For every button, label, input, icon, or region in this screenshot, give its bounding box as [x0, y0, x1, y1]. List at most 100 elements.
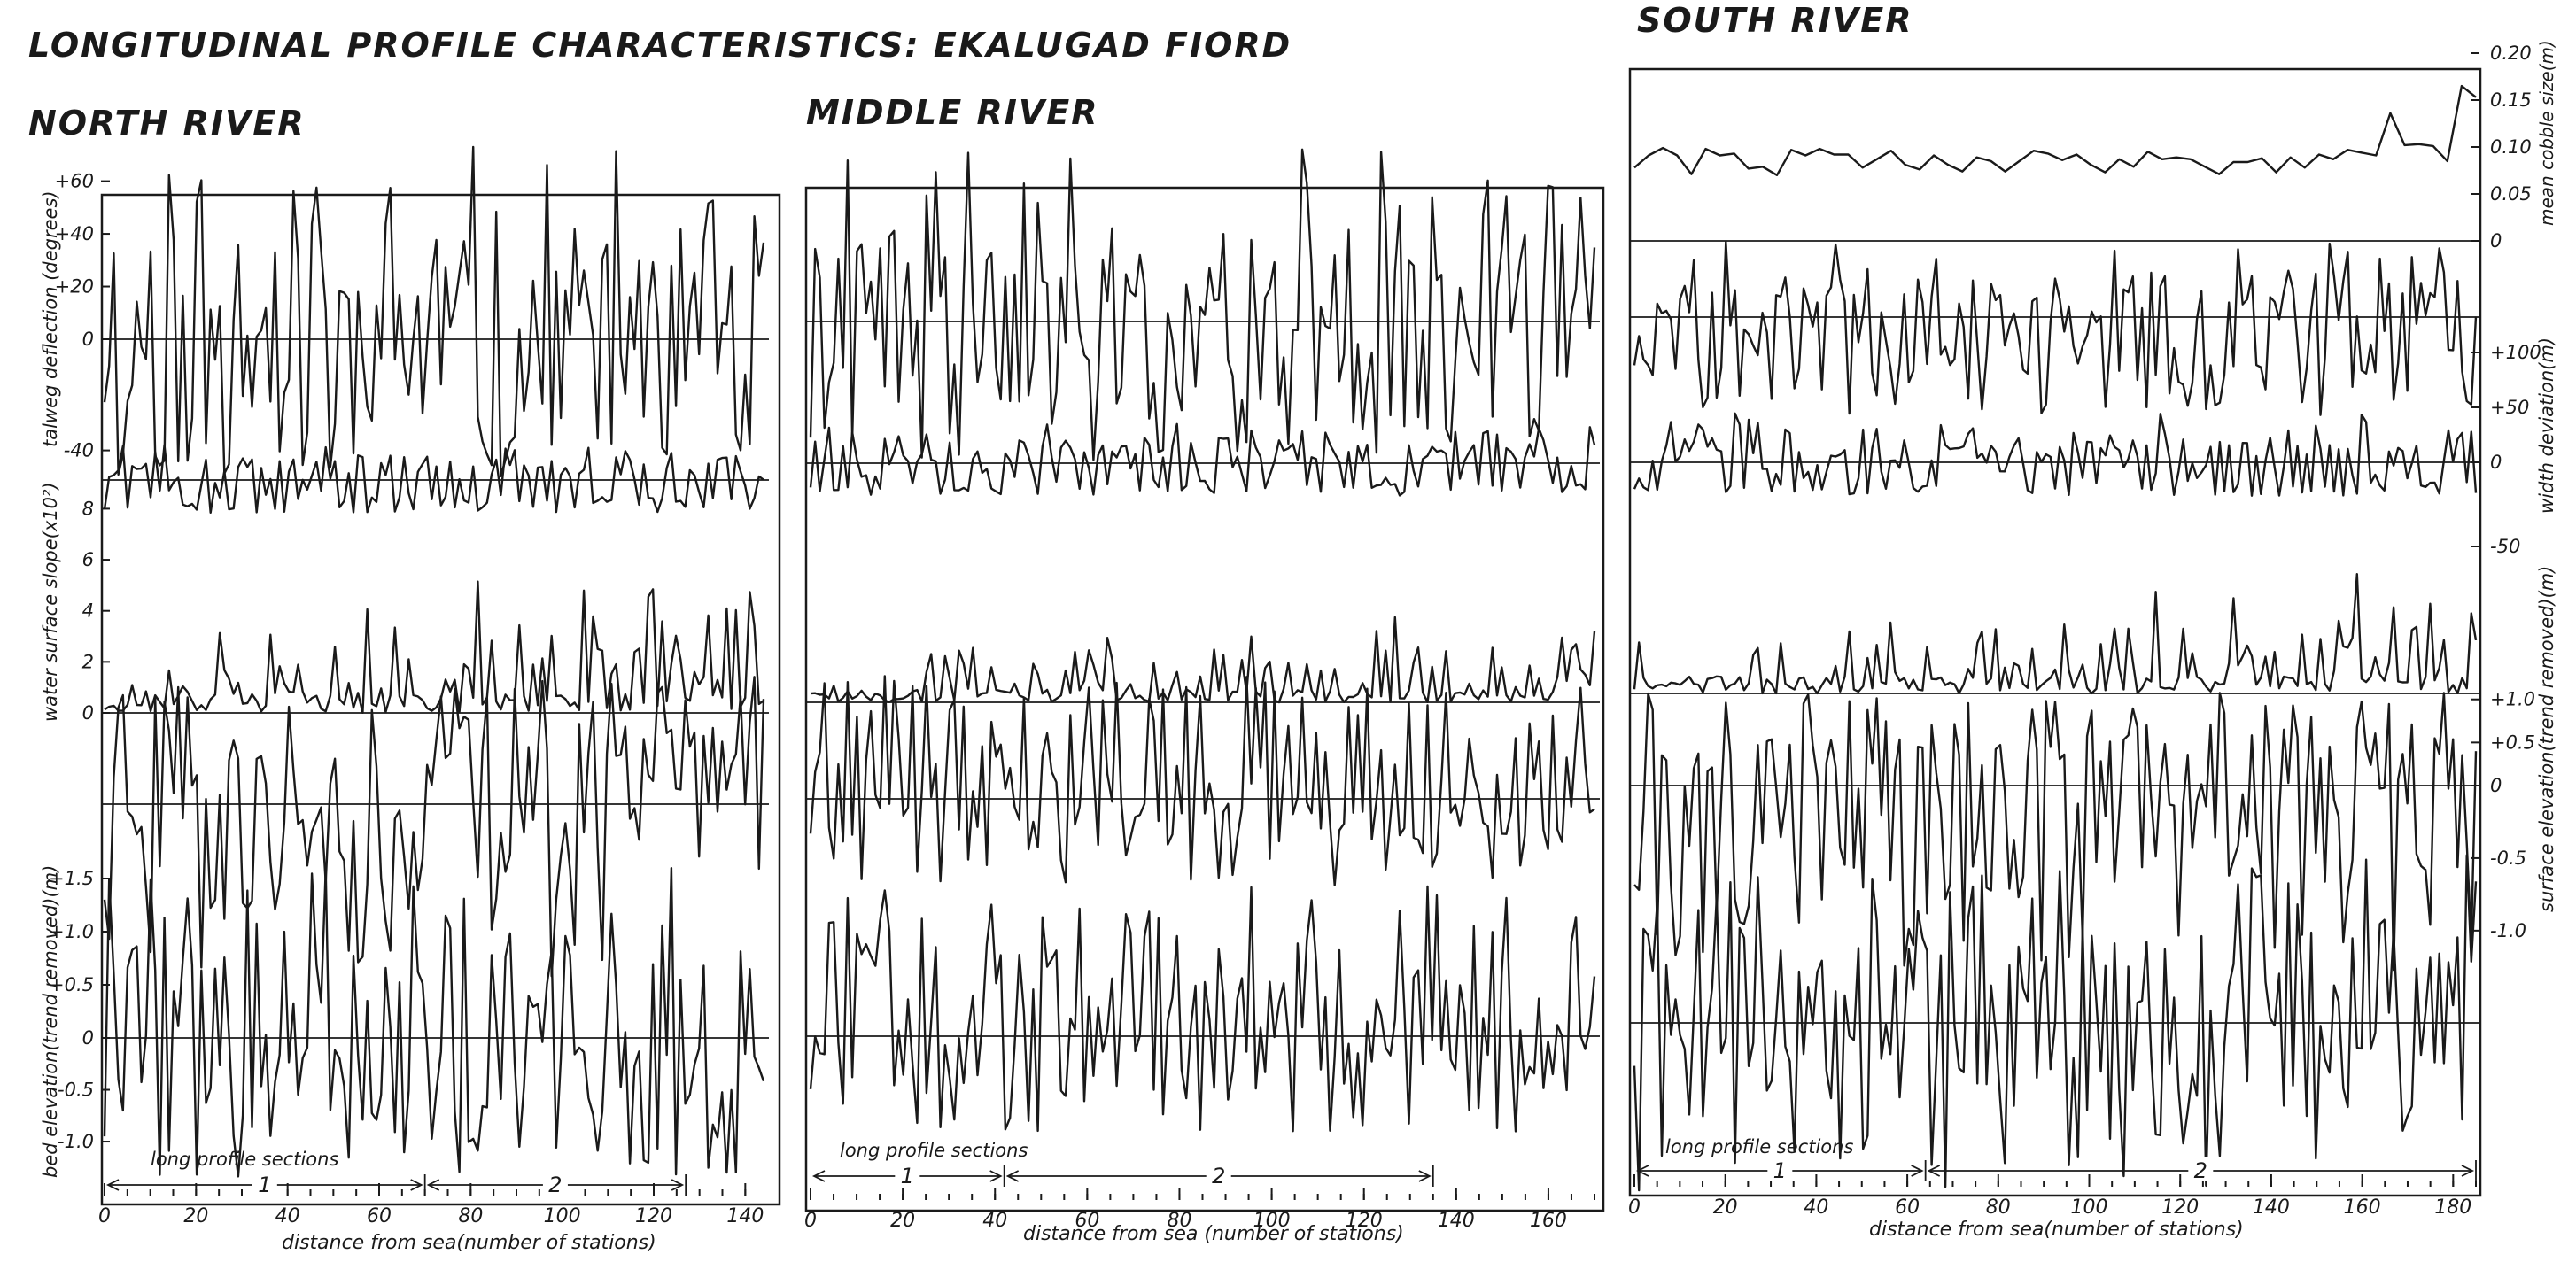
north-sections-label: long profile sections [151, 1149, 338, 1170]
south-xtick-label: 20 [1713, 1196, 1738, 1219]
middle-section-2-label: 2 [1212, 1164, 1225, 1188]
middle-xlabel: distance from sea (number of stations) [1023, 1223, 1404, 1245]
north-xtick-label: 60 [367, 1205, 392, 1227]
north-xtick-label: 20 [183, 1205, 208, 1227]
north-talweg-series [103, 145, 765, 477]
north-xtick-label: 100 [544, 1205, 581, 1227]
south-surface-ytick-label: -0.5 [2490, 848, 2526, 869]
south-xtick-label: 40 [1804, 1196, 1828, 1219]
south-ylabel-width: width deviation(m) [2536, 337, 2557, 514]
middle-section-1-arrow-left [811, 1170, 826, 1182]
south-section-1-label: 1 [1773, 1158, 1787, 1183]
north-talweg-ytick-label: -40 [64, 440, 94, 461]
south-cobble-series [1633, 84, 2477, 176]
middle-section-2-arrow-left [1005, 1170, 1020, 1182]
middle-panel: 0 20 40 60 80 100 120 140 160 1 2 [804, 148, 1605, 1232]
middle-surface-series [809, 675, 1595, 886]
north-talweg-ytick-label: +40 [55, 223, 94, 244]
north-section-1-arrow-left [105, 1179, 120, 1191]
north-talweg-ytick-label: +60 [55, 171, 94, 192]
north-xtick-label: 40 [275, 1205, 300, 1227]
middle-slope-series [810, 616, 1596, 704]
south-xtick-label: 60 [1895, 1196, 1920, 1219]
south-xtick-label: 80 [1986, 1196, 2011, 1219]
middle-xtick-label: 140 [1438, 1210, 1475, 1232]
north-xtick-label: 120 [635, 1205, 672, 1227]
south-width-series [1633, 412, 2478, 497]
south-cobble-ytick-label: 0.20 [2490, 43, 2532, 64]
south-surface-ytick-label: +1.0 [2490, 689, 2535, 710]
north-section-2-arrow-left [426, 1179, 440, 1191]
south-xtick-label: 0 [1628, 1196, 1641, 1219]
south-surface-ytick-label: -1.0 [2490, 920, 2526, 941]
north-talweg-ytick-label: 0 [82, 329, 94, 350]
south-xtick-label: 160 [2344, 1196, 2381, 1219]
north-section-2-label: 2 [548, 1173, 562, 1197]
south-ylabel-cobble: mean cobble size(m) [2536, 40, 2557, 226]
south-surface-ytick-label: +0.5 [2490, 732, 2535, 753]
middle-title: MIDDLE RIVER [806, 93, 1098, 132]
north-ylabel-talweg: talweg deflection (degrees) [40, 190, 61, 447]
middle-xtick-label: 160 [1530, 1210, 1567, 1232]
south-section-2-label: 2 [2194, 1158, 2207, 1183]
middle-sections-label: long profile sections [840, 1140, 1028, 1161]
north-section-2-label-bg [542, 1171, 568, 1196]
middle-xtick-label: 60 [1075, 1210, 1099, 1232]
south-xlabel: distance from sea(number of stations) [1869, 1219, 2244, 1241]
middle-section-2-arrow-right [1418, 1170, 1432, 1182]
middle-xtick-label: 0 [804, 1210, 817, 1232]
south-surface-ytick-label: 0 [2490, 775, 2502, 796]
north-width-series [103, 444, 764, 514]
south-cobble-ytick-label: 0 [2490, 230, 2502, 252]
north-panel: 0 20 40 60 80 100 120 140 +60+40+200-4086420+1.… [49, 145, 781, 1227]
south-ylabel-surface: surface elevation(trend removed)(m) [2536, 566, 2557, 912]
north-slope-series [104, 580, 764, 714]
north-frame [100, 193, 781, 1206]
north-ylabel-slope: water surface slope(x10²) [40, 482, 61, 722]
north-bed-ytick-label: -0.5 [58, 1080, 94, 1101]
north-section-1-label-bg [252, 1171, 277, 1196]
south-xtick-label: 100 [2071, 1196, 2108, 1219]
south-section-2-arrow-right [2461, 1165, 2475, 1177]
north-slope-ytick-label: 8 [82, 498, 94, 519]
middle-bed-series [809, 885, 1596, 1133]
south-surface-series [1633, 692, 2478, 972]
south-section-2-arrow-left [1927, 1165, 1941, 1177]
south-section-1-arrow-left [1635, 1165, 1649, 1177]
south-cobble-ytick-label: 0.05 [2490, 183, 2532, 205]
north-ylabel-bed: bed elevation(trend removed)(m) [40, 865, 61, 1178]
north-xtick-label: 0 [98, 1205, 111, 1227]
middle-xtick-label: 100 [1253, 1210, 1291, 1232]
middle-xtick-label: 120 [1346, 1210, 1383, 1232]
south-xtick-label: 140 [2253, 1196, 2290, 1219]
middle-xtick-label: 20 [890, 1210, 915, 1232]
main-title: LONGITUDINAL PROFILE CHARACTERISTICS: EK… [28, 26, 1292, 65]
south-width-ytick-label: -50 [2490, 536, 2520, 557]
south-width-ytick-label: 0 [2490, 452, 2502, 473]
north-section-1-arrow-right [410, 1179, 423, 1191]
south-sections-label: long profile sections [1665, 1136, 1853, 1157]
south-cobble-ytick-label: 0.15 [2490, 89, 2532, 111]
middle-frame [804, 186, 1605, 1212]
middle-xtick-label: 80 [1167, 1210, 1191, 1232]
south-width-ytick-label: +50 [2490, 397, 2529, 418]
south-section-1-arrow-right [1911, 1165, 1924, 1177]
north-section-1-label: 1 [258, 1173, 271, 1197]
middle-section-1-label: 1 [901, 1164, 914, 1188]
south-section-2-label-bg [2188, 1157, 2214, 1181]
north-xlabel: distance from sea(number of stations) [282, 1232, 656, 1254]
south-frame [1628, 67, 2482, 1197]
north-slope-ytick-label: 6 [82, 549, 94, 570]
south-title: SOUTH RIVER [1637, 1, 1913, 40]
north-bed-ytick-label: 0 [82, 1027, 94, 1049]
south-slope-series [1633, 573, 2478, 695]
south-panel: 0 20 40 60 80 100 120 140 160 180 0.200.150.100.0… [1628, 43, 2541, 1219]
south-xtick-label: 120 [2161, 1196, 2199, 1219]
north-bed-ytick-label: -1.0 [58, 1131, 94, 1152]
south-cobble-ytick-label: 0.10 [2490, 136, 2532, 158]
north-bed-ytick-label: +1.5 [49, 868, 94, 889]
north-xtick-label: 80 [458, 1205, 483, 1227]
south-bed-series [1633, 854, 2478, 1192]
north-slope-ytick-label: 4 [82, 600, 94, 622]
